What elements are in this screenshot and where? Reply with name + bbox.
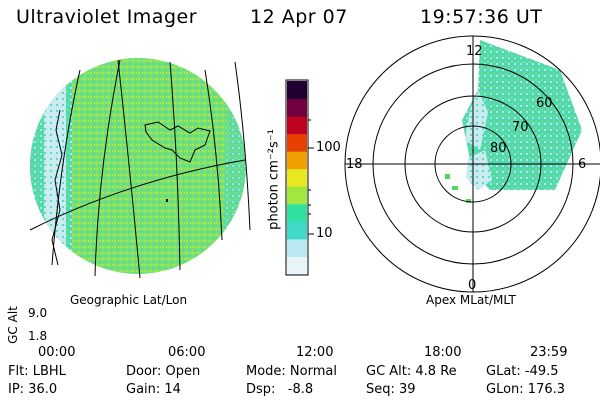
imager-graphics bbox=[29, 35, 600, 293]
app-title: Ultraviolet Imager bbox=[16, 6, 198, 28]
caption-geographic: Geographic Lat/Lon bbox=[70, 293, 188, 307]
status-dsp: Dsp: -8.8 bbox=[246, 382, 314, 397]
header-time: 19:57:36 UT bbox=[420, 6, 543, 28]
earth-image bbox=[29, 58, 251, 279]
mlt-label-12: 12 bbox=[466, 44, 483, 59]
colorbar-segment bbox=[287, 98, 307, 117]
colorbar-segment bbox=[287, 238, 307, 257]
status-glat: GLat: -49.5 bbox=[486, 364, 559, 379]
colorbar-segment bbox=[287, 168, 307, 187]
status-gc-alt: GC Alt: 4.8 Re bbox=[366, 364, 457, 379]
timeline-tick-label: 12:00 bbox=[296, 345, 334, 360]
timeline-tick-label: 00:00 bbox=[38, 345, 76, 360]
timeline-y-top: 9.0 bbox=[28, 306, 48, 320]
mlt-label-0: 0 bbox=[468, 278, 477, 293]
timeline-tick-label: 23:59 bbox=[530, 345, 568, 360]
color-scale-bar bbox=[285, 79, 314, 276]
colorbar-segment bbox=[287, 133, 307, 152]
colorbar-segment bbox=[287, 81, 307, 100]
colorbar-tick-100: 100 bbox=[316, 140, 341, 155]
colorbar-segment bbox=[287, 203, 307, 222]
caption-apex: Apex MLat/MLT bbox=[426, 293, 516, 307]
colorbar-segment bbox=[287, 186, 307, 205]
colorbar-tick-10: 10 bbox=[316, 226, 333, 241]
colorbar-segment bbox=[287, 256, 307, 275]
status-filter: Flt: LBHL bbox=[8, 364, 66, 379]
colorbar-unit-label: photon cm⁻²s⁻¹ bbox=[266, 129, 282, 230]
timeline-tick-label: 06:00 bbox=[168, 345, 206, 360]
timeline-axis-title: GC Alt bbox=[5, 306, 20, 344]
mlt-label-6: 6 bbox=[578, 157, 587, 172]
lat-label-60: 60 bbox=[536, 96, 553, 111]
lat-label-70: 70 bbox=[512, 120, 529, 135]
colorbar-segment bbox=[287, 116, 307, 135]
timeline-tick-label: 18:00 bbox=[424, 345, 462, 360]
header-date: 12 Apr 07 bbox=[250, 6, 348, 28]
status-seq: Seq: 39 bbox=[366, 382, 416, 397]
status-ip: IP: 36.0 bbox=[8, 382, 58, 397]
status-door: Door: Open bbox=[126, 364, 201, 379]
colorbar-segment bbox=[287, 221, 307, 240]
status-mode: Mode: Normal bbox=[246, 364, 337, 379]
lat-label-80: 80 bbox=[490, 141, 507, 156]
status-gain: Gain: 14 bbox=[126, 382, 181, 397]
mlt-label-18: 18 bbox=[346, 157, 363, 172]
colorbar-segment bbox=[287, 151, 307, 170]
timeline-y-bottom: 1.8 bbox=[28, 329, 48, 343]
polar-plot bbox=[344, 35, 600, 293]
status-glon: GLon: 176.3 bbox=[486, 382, 566, 397]
